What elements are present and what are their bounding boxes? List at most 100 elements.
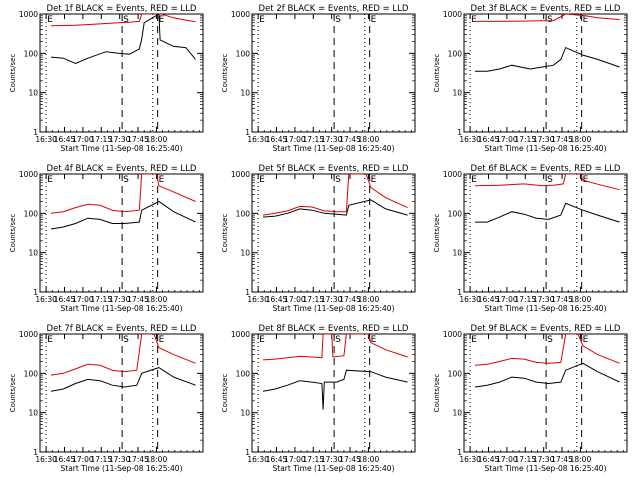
y-tick-label: 10 — [240, 409, 250, 418]
y-tick-label: 1000 — [19, 170, 38, 179]
y-tick-label: 1 — [245, 288, 250, 297]
events-series-line — [474, 362, 620, 388]
marker-label: S — [123, 15, 129, 25]
x-tick-label: 17:15 — [514, 295, 536, 304]
y-tick-label: 1 — [457, 128, 462, 137]
chart-title: Det 8f BLACK = Events, RED = LLD — [259, 324, 409, 334]
y-tick-label: 100 — [24, 209, 39, 218]
x-tick-label: 16:45 — [478, 295, 500, 304]
y-tick-label: 100 — [448, 369, 463, 378]
x-tick-label: 17:45 — [551, 295, 573, 304]
x-tick-label: 17:45 — [339, 135, 361, 144]
chart-panel-7: Det 7f BLACK = Events, RED = LLD 16:3016:… — [9, 324, 204, 473]
events-series-line — [475, 202, 620, 223]
x-tick-label: 16:30 — [35, 135, 57, 144]
marker-label: E — [159, 15, 165, 25]
y-tick-label: 1 — [245, 128, 250, 137]
y-tick-label: 1 — [457, 448, 462, 457]
plot-frame — [463, 333, 628, 453]
marker-label: S — [547, 15, 553, 25]
marker-label: S — [335, 15, 341, 25]
x-tick-label: 18:00 — [146, 295, 168, 304]
x-tick-label: 18:00 — [570, 455, 592, 464]
marker-label: E — [471, 175, 477, 185]
x-axis-label: Start Time (11-Sep-08 16:25:40) — [61, 304, 183, 313]
marker-label: E — [371, 335, 377, 345]
lld-series-line — [474, 174, 620, 191]
y-tick-label: 1 — [33, 288, 38, 297]
marker-label: S — [547, 175, 553, 185]
x-tick-label: 16:45 — [54, 295, 76, 304]
marker-label: S — [547, 335, 553, 345]
chart-panel-6: Det 6f BLACK = Events, RED = LLD 16:3016:… — [433, 164, 628, 313]
x-axis-label: Start Time (11-Sep-08 16:25:40) — [485, 144, 607, 153]
plot-frame — [251, 13, 416, 133]
x-tick-label: 18:00 — [570, 295, 592, 304]
marker-label: S — [335, 335, 341, 345]
x-tick-label: 16:30 — [459, 135, 481, 144]
y-tick-label: 1000 — [443, 330, 462, 339]
y-tick-label: 100 — [448, 49, 463, 58]
plot-frame — [39, 333, 204, 453]
marker-label: E — [583, 15, 589, 25]
marker-label: E — [583, 335, 589, 345]
lld-series-line — [50, 14, 196, 27]
plot-frame — [463, 173, 628, 293]
marker-label: E — [583, 175, 589, 185]
y-axis-label: Counts/sec — [433, 214, 441, 253]
marker-label: E — [47, 15, 53, 25]
y-tick-label: 1000 — [19, 330, 38, 339]
x-tick-label: 16:30 — [459, 295, 481, 304]
y-axis-label: Counts/sec — [221, 54, 229, 93]
y-tick-label: 100 — [448, 209, 463, 218]
y-tick-label: 10 — [452, 409, 462, 418]
x-tick-label: 17:30 — [321, 455, 343, 464]
events-series-line — [262, 369, 408, 410]
chart-panel-4: Det 4f BLACK = Events, RED = LLD 16:3016:… — [9, 164, 204, 313]
lld-series-line — [262, 174, 408, 216]
y-axis-label: Counts/sec — [221, 214, 229, 253]
x-tick-label: 17:15 — [514, 455, 536, 464]
y-tick-label: 1 — [245, 448, 250, 457]
plot-frame — [251, 173, 416, 293]
x-tick-label: 16:45 — [478, 455, 500, 464]
chart-panel-1: Det 1f BLACK = Events, RED = LLD 16:3016:… — [9, 4, 204, 153]
marker-label: E — [159, 335, 165, 345]
x-tick-label: 16:30 — [247, 295, 269, 304]
marker-label: E — [159, 175, 165, 185]
events-series-line — [475, 46, 620, 72]
x-tick-label: 17:15 — [514, 135, 536, 144]
y-axis-label: Counts/sec — [433, 374, 441, 413]
y-tick-label: 1000 — [231, 330, 250, 339]
lld-series-line — [50, 174, 196, 214]
x-tick-label: 16:30 — [247, 135, 269, 144]
chart-title: Det 2f BLACK = Events, RED = LLD — [259, 4, 409, 14]
chart-title: Det 7f BLACK = Events, RED = LLD — [47, 324, 197, 334]
x-tick-label: 17:00 — [284, 295, 306, 304]
x-axis-label: Start Time (11-Sep-08 16:25:40) — [61, 464, 183, 473]
x-tick-label: 16:45 — [266, 135, 288, 144]
chart-title: Det 1f BLACK = Events, RED = LLD — [47, 4, 197, 14]
y-tick-label: 10 — [28, 409, 38, 418]
x-tick-label: 17:30 — [533, 295, 555, 304]
y-tick-label: 100 — [236, 49, 251, 58]
chart-title: Det 9f BLACK = Events, RED = LLD — [471, 324, 621, 334]
y-tick-label: 10 — [240, 89, 250, 98]
x-tick-label: 17:15 — [90, 455, 112, 464]
x-tick-label: 17:15 — [302, 295, 324, 304]
marker-label: E — [259, 15, 265, 25]
x-axis-label: Start Time (11-Sep-08 16:25:40) — [273, 304, 395, 313]
x-tick-label: 17:45 — [127, 295, 149, 304]
y-tick-label: 100 — [24, 49, 39, 58]
x-tick-label: 16:45 — [54, 135, 76, 144]
y-tick-label: 10 — [452, 249, 462, 258]
x-tick-label: 17:00 — [284, 455, 306, 464]
chart-panel-5: Det 5f BLACK = Events, RED = LLD 16:3016:… — [221, 164, 416, 313]
x-tick-label: 17:30 — [533, 455, 555, 464]
plot-frame — [39, 173, 204, 293]
chart-title: Det 6f BLACK = Events, RED = LLD — [471, 164, 621, 174]
y-tick-label: 10 — [28, 249, 38, 258]
y-tick-label: 1000 — [443, 170, 462, 179]
marker-label: E — [471, 15, 477, 25]
lld-series-line — [474, 334, 620, 366]
